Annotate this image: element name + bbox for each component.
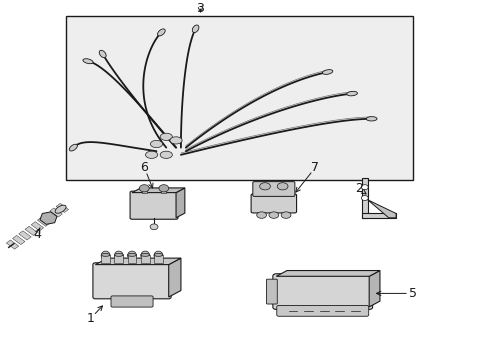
Ellipse shape <box>322 69 332 75</box>
Polygon shape <box>361 178 367 218</box>
Ellipse shape <box>157 29 165 36</box>
Ellipse shape <box>169 137 182 144</box>
Ellipse shape <box>114 253 123 256</box>
Polygon shape <box>176 188 184 218</box>
Polygon shape <box>19 231 31 240</box>
Text: 1: 1 <box>86 312 94 325</box>
Polygon shape <box>132 188 184 193</box>
Text: 3: 3 <box>196 3 204 15</box>
Circle shape <box>361 195 367 201</box>
Ellipse shape <box>154 251 163 260</box>
Polygon shape <box>361 213 395 218</box>
Polygon shape <box>168 258 181 297</box>
Text: 6: 6 <box>140 161 148 174</box>
Polygon shape <box>56 203 68 212</box>
Bar <box>141 255 149 263</box>
Ellipse shape <box>145 151 157 158</box>
Polygon shape <box>13 235 25 244</box>
Ellipse shape <box>83 59 93 64</box>
Text: 7: 7 <box>311 161 319 174</box>
Bar <box>154 255 163 263</box>
FancyBboxPatch shape <box>111 296 153 307</box>
Ellipse shape <box>101 251 110 260</box>
Polygon shape <box>40 212 57 224</box>
Ellipse shape <box>160 133 172 140</box>
Polygon shape <box>368 271 379 307</box>
Polygon shape <box>25 226 38 235</box>
Ellipse shape <box>99 50 106 58</box>
Bar <box>114 255 123 263</box>
Polygon shape <box>31 222 43 231</box>
Ellipse shape <box>114 251 123 260</box>
FancyBboxPatch shape <box>272 274 372 309</box>
Ellipse shape <box>160 151 172 158</box>
Polygon shape <box>6 240 19 249</box>
FancyBboxPatch shape <box>266 279 277 304</box>
Polygon shape <box>43 212 56 222</box>
Bar <box>66 16 412 180</box>
FancyBboxPatch shape <box>276 305 368 316</box>
FancyBboxPatch shape <box>130 191 178 219</box>
Ellipse shape <box>346 91 357 96</box>
Ellipse shape <box>69 144 77 151</box>
FancyBboxPatch shape <box>251 194 296 213</box>
Circle shape <box>361 185 367 190</box>
Ellipse shape <box>192 25 199 33</box>
Polygon shape <box>367 200 395 218</box>
Ellipse shape <box>141 253 149 256</box>
Ellipse shape <box>141 251 149 260</box>
Ellipse shape <box>366 117 376 121</box>
Text: 4: 4 <box>33 228 41 240</box>
Bar <box>101 255 110 263</box>
Ellipse shape <box>259 183 270 190</box>
Text: 2: 2 <box>355 183 363 195</box>
Polygon shape <box>50 208 62 217</box>
FancyBboxPatch shape <box>252 181 294 197</box>
Bar <box>142 188 146 193</box>
Circle shape <box>159 185 168 192</box>
Ellipse shape <box>268 212 278 218</box>
Ellipse shape <box>277 183 287 190</box>
Ellipse shape <box>154 253 163 256</box>
Ellipse shape <box>127 253 136 256</box>
Bar <box>161 188 166 193</box>
Circle shape <box>150 224 158 230</box>
Polygon shape <box>38 217 50 226</box>
Polygon shape <box>276 271 379 276</box>
Ellipse shape <box>256 212 266 218</box>
Circle shape <box>139 185 149 192</box>
Ellipse shape <box>127 251 136 260</box>
Polygon shape <box>95 258 181 265</box>
Ellipse shape <box>55 205 66 213</box>
Ellipse shape <box>101 253 110 256</box>
Ellipse shape <box>150 140 162 148</box>
Ellipse shape <box>281 212 290 218</box>
FancyBboxPatch shape <box>93 263 171 299</box>
Bar <box>127 255 136 263</box>
Text: 5: 5 <box>408 287 416 300</box>
